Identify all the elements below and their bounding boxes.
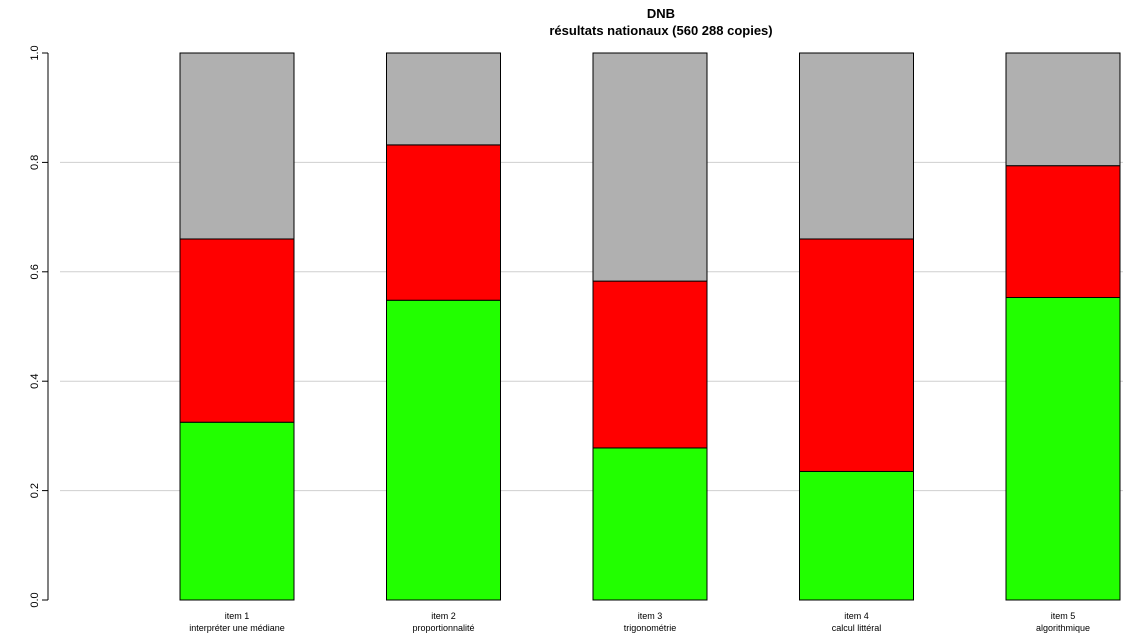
x-axis-labels: item 1 interpréter une médiane item 2 propo…: [189, 611, 1090, 633]
y-tick-label: 1.0: [29, 45, 41, 60]
bar-segment-5-2: [1005, 165, 1121, 299]
y-tick-label: 0.2: [29, 483, 41, 498]
bar-segment-3-1: [592, 447, 708, 601]
y-tick-label: 0.8: [29, 155, 41, 170]
x-category-sublabel: interpréter une médiane: [189, 623, 285, 633]
x-category-label: item 1: [225, 611, 250, 621]
bar-segment-5-3: [1005, 52, 1121, 167]
bar-segment-2-2: [386, 144, 501, 301]
x-category-sublabel: trigonométrie: [624, 623, 677, 633]
y-axis: 0.0 0.2 0.4 0.6 0.8 1.0: [29, 45, 49, 608]
y-tick-label: 0.0: [29, 592, 41, 607]
bar-segment-1-2: [179, 238, 295, 423]
bar-segment-4-1: [799, 470, 914, 601]
chart-title: DNB: [647, 6, 675, 21]
bars: [179, 52, 1121, 601]
bar-segment-1-3: [179, 52, 295, 240]
bar-segment-3-2: [592, 280, 708, 449]
x-category-label: item 5: [1051, 611, 1076, 621]
bar-segment-1-1: [179, 421, 295, 601]
bar-segment-3-3: [592, 52, 708, 282]
x-category-label: item 2: [431, 611, 456, 621]
x-category-label: item 3: [638, 611, 663, 621]
bar-segment-4-3: [799, 52, 914, 240]
x-category-sublabel: calcul littéral: [832, 623, 882, 633]
y-tick-label: 0.6: [29, 264, 41, 279]
chart-subtitle: résultats nationaux (560 288 copies): [549, 23, 772, 38]
x-category-sublabel: proportionnalité: [412, 623, 474, 633]
bar-segment-4-2: [799, 238, 914, 472]
y-tick-label: 0.4: [29, 374, 41, 389]
bar-segment-2-3: [386, 52, 501, 146]
x-category-label: item 4: [844, 611, 869, 621]
bar-segment-5-1: [1005, 297, 1121, 601]
x-category-sublabel: algorithmique: [1036, 623, 1090, 633]
bar-segment-2-1: [386, 299, 501, 601]
